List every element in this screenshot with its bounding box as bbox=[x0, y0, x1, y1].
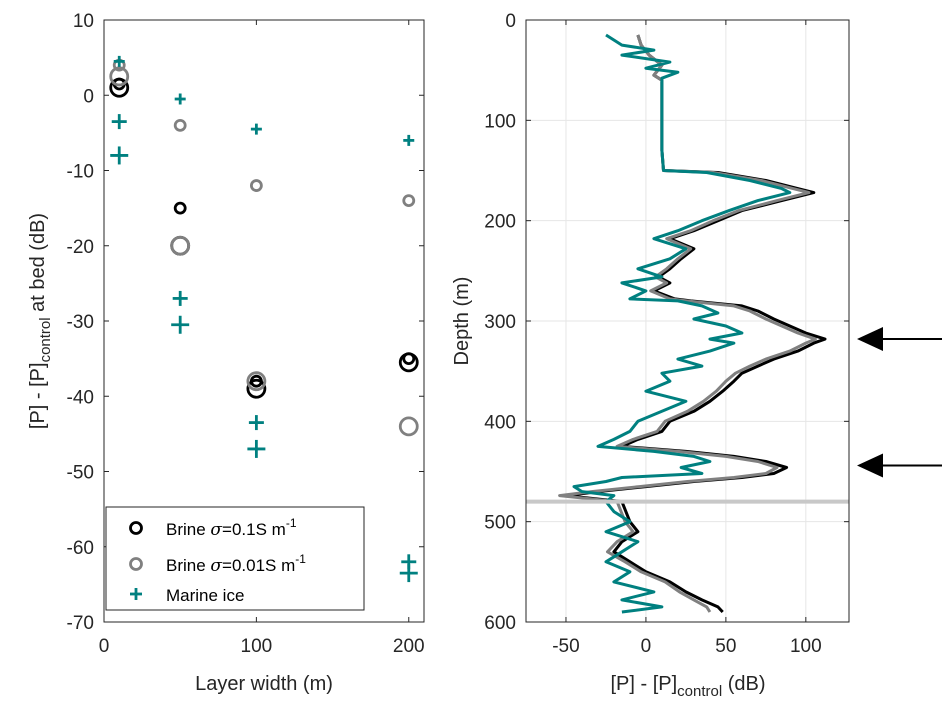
left-y-tick-label: -40 bbox=[67, 387, 94, 408]
left-y-tick-label: -30 bbox=[67, 312, 94, 333]
series-2-markers bbox=[110, 55, 418, 583]
right-y-tick-label: 0 bbox=[505, 11, 516, 32]
right-x-tick-label: 50 bbox=[715, 636, 736, 657]
left-chart-marks bbox=[109, 55, 419, 583]
left-ticks: 100-10-20-30-40-50-60-700 100 200 bbox=[67, 11, 425, 657]
scatter-point-plus bbox=[248, 415, 264, 431]
left-y-tick-label: -10 bbox=[67, 162, 94, 183]
scatter-point-circle bbox=[398, 416, 419, 437]
legend-label-marine-ice: Marine ice bbox=[166, 586, 244, 605]
left-y-tick-label: 0 bbox=[83, 86, 94, 107]
right-grid bbox=[526, 19, 849, 623]
scatter-point-plus bbox=[174, 93, 186, 105]
scatter-point-plus bbox=[250, 123, 262, 135]
left-x-tick-label: 0 bbox=[99, 636, 110, 657]
scatter-point-plus bbox=[111, 114, 127, 130]
right-y-tick-label: 500 bbox=[484, 513, 516, 534]
depth-profile-line-2 bbox=[572, 33, 792, 614]
scatter-point-plus bbox=[172, 290, 188, 306]
left-x-tick-label: 100 bbox=[241, 636, 273, 657]
scatter-point-plus bbox=[403, 134, 415, 146]
scatter-point-plus bbox=[110, 146, 129, 165]
scatter-point-circle bbox=[173, 201, 187, 215]
scatter-point-plus bbox=[399, 564, 418, 583]
scatter-point-circle bbox=[398, 352, 419, 373]
left-y-tick-label: -20 bbox=[67, 237, 94, 258]
scatter-point-plus bbox=[247, 439, 266, 458]
right-x-tick-label: 100 bbox=[790, 636, 822, 657]
scatter-point-circle bbox=[170, 235, 191, 256]
left-x-axis-label: Layer width (m) bbox=[195, 673, 333, 695]
legend-label-brine-001: Brine σ=0.01S m-1 bbox=[166, 552, 306, 576]
series-0-markers bbox=[109, 77, 419, 399]
right-y-tick-label: 100 bbox=[484, 111, 516, 132]
right-chart-marks bbox=[526, 33, 849, 614]
scatter-point-circle bbox=[246, 371, 267, 392]
scatter-point-plus bbox=[113, 55, 125, 67]
legend-label-brine-01: Brine σ=0.1S m-1 bbox=[166, 516, 297, 540]
left-y-tick-label: 10 bbox=[73, 11, 94, 32]
left-y-axis-label: [P] - [P]control at bed (dB) bbox=[27, 213, 54, 429]
right-y-tick-label: 200 bbox=[484, 212, 516, 233]
right-x-axis-label: [P] - [P]control (dB) bbox=[610, 673, 765, 700]
scatter-point-circle bbox=[249, 179, 263, 192]
scatter-point-circle bbox=[402, 194, 416, 208]
scatter-point-circle bbox=[246, 378, 267, 399]
legend-marker-brine-01 bbox=[129, 521, 143, 535]
right-panel: 0 100 200 300 400 500 600 -50 0 50 100 [P] - [P]co… bbox=[451, 11, 942, 700]
right-y-tick-label: 300 bbox=[484, 312, 516, 333]
legend-box bbox=[105, 506, 365, 611]
left-x-tick-label: 200 bbox=[393, 636, 425, 657]
scatter-point-plus bbox=[171, 315, 190, 334]
scatter-point-circle bbox=[109, 77, 130, 98]
scatter-point-circle bbox=[109, 66, 130, 87]
right-y-axis-label: Depth (m) bbox=[451, 277, 473, 366]
scatter-point-circle bbox=[173, 118, 187, 132]
series-1-markers bbox=[109, 58, 419, 437]
legend-marker-brine-001 bbox=[129, 557, 143, 571]
right-y-tick-label: 400 bbox=[484, 412, 516, 433]
right-y-tick-label: 600 bbox=[484, 613, 516, 634]
left-y-tick-label: -60 bbox=[67, 538, 94, 559]
depth-arrow-icon bbox=[857, 327, 942, 352]
legend: Brine σ=0.1S m-1 Brine σ=0.01S m-1 Marin… bbox=[105, 506, 365, 611]
left-panel: 100-10-20-30-40-50-60-700 100 200 Brine σ=… bbox=[27, 11, 425, 695]
right-ticks: 0 100 200 300 400 500 600 -50 0 50 100 bbox=[484, 11, 849, 657]
legend-marker-marine-ice bbox=[130, 588, 142, 600]
left-y-tick-label: -70 bbox=[67, 613, 94, 634]
arrows bbox=[857, 327, 942, 478]
right-x-tick-label: 0 bbox=[641, 636, 652, 657]
depth-arrow-icon bbox=[857, 453, 942, 478]
left-y-tick-label: -50 bbox=[67, 463, 94, 484]
right-x-tick-label: -50 bbox=[552, 636, 579, 657]
